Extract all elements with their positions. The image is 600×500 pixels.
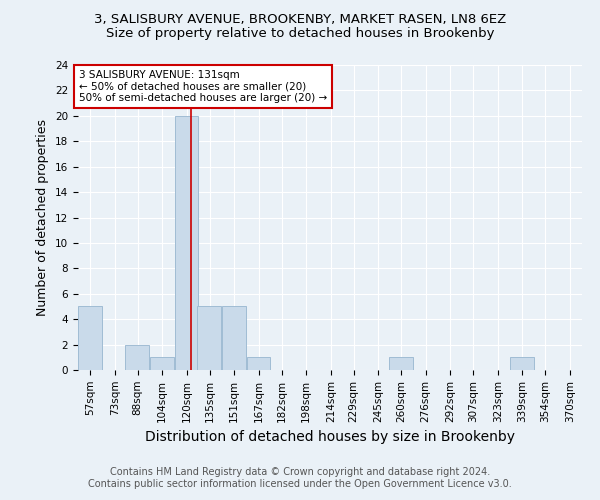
Text: Size of property relative to detached houses in Brookenby: Size of property relative to detached ho… xyxy=(106,28,494,40)
Text: 3, SALISBURY AVENUE, BROOKENBY, MARKET RASEN, LN8 6EZ: 3, SALISBURY AVENUE, BROOKENBY, MARKET R… xyxy=(94,12,506,26)
Bar xyxy=(150,358,174,370)
X-axis label: Distribution of detached houses by size in Brookenby: Distribution of detached houses by size … xyxy=(145,430,515,444)
Bar xyxy=(125,344,149,370)
Bar xyxy=(222,306,246,370)
Bar xyxy=(510,358,534,370)
Text: Contains HM Land Registry data © Crown copyright and database right 2024.
Contai: Contains HM Land Registry data © Crown c… xyxy=(88,468,512,489)
Text: 3 SALISBURY AVENUE: 131sqm
← 50% of detached houses are smaller (20)
50% of semi: 3 SALISBURY AVENUE: 131sqm ← 50% of deta… xyxy=(79,70,327,103)
Bar xyxy=(175,116,198,370)
Y-axis label: Number of detached properties: Number of detached properties xyxy=(37,119,49,316)
Bar xyxy=(389,358,413,370)
Bar xyxy=(197,306,221,370)
Bar xyxy=(78,306,102,370)
Bar xyxy=(247,358,270,370)
